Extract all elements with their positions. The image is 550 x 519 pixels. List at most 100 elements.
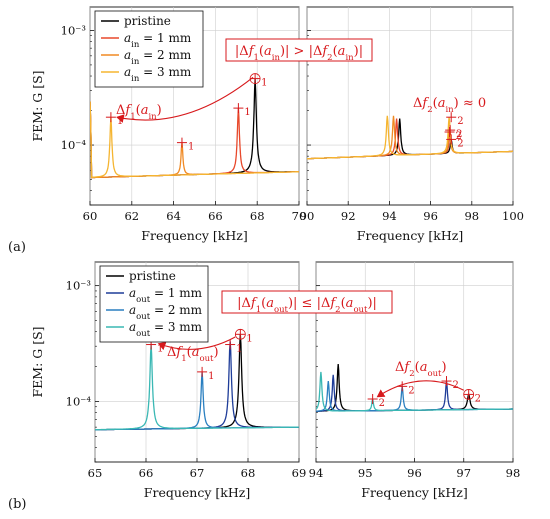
x-axis-label: Frequency [kHz] [357,228,463,243]
annotation-delta-f2: Δf2(ain) ≈ 0 [413,96,486,115]
x-tick-label: 92 [341,209,356,223]
x-tick-label: 94 [309,466,324,480]
legend-label: pristine [124,14,171,28]
marker-label: 2 [453,380,459,391]
peak-marker: 2 [367,393,385,409]
legend-box [94,10,204,88]
shift-arrow [157,336,236,351]
marker-label: 2 [457,138,463,149]
y-axis-label: FEM: G [S] [30,70,45,141]
annotation-inequality: |Δf1(aout)| ≤ |Δf2(aout)| [221,290,393,315]
curves [316,364,513,412]
marker-label: 1 [244,107,250,118]
x-tick-label: 64 [166,209,181,223]
peak-marker: 2 [446,134,464,149]
x-tick-label: 66 [139,466,154,480]
annotation-delta-f1: Δf1(aout) [167,345,219,364]
series-line [316,371,513,412]
legend-label: ain = 2 mm [124,48,192,67]
x-tick-label: 97 [456,466,471,480]
legend-label: aout = 3 mm [129,320,203,339]
marker-label: 1 [236,344,242,355]
annotation-box [225,38,373,62]
y-tick-label: 10⁻⁴ [61,138,87,152]
shift-arrow [376,380,464,398]
marker-label: 1 [246,333,252,344]
legend-box [99,265,209,343]
x-tick-label: 90 [300,209,315,223]
series-line [95,344,299,431]
peak-marker: 2 [463,389,481,404]
annotation-delta-f1: Δf1(ain) [116,103,162,122]
annotation-inequality: |Δf1(ain)| > |Δf2(ain)| [225,38,373,63]
marker-label: 2 [456,129,462,140]
legend-label: ain = 3 mm [124,65,192,84]
x-tick-label: 98 [506,466,521,480]
marker-circle [234,328,246,340]
peak-marker: 2 [446,112,464,127]
panel-a: (a) FEM: G [S] 60 62 64 66 68 70 10⁻⁴ 10⁻³ Frequen… [8,6,524,255]
series-line [90,101,299,178]
annotation-text: |Δf1(ain)| > |Δf2(ain)| [235,44,363,63]
peak-marker: 2 [444,126,462,142]
legend-label: aout = 1 mm [129,286,203,305]
legend-label: aout = 2 mm [129,303,203,322]
legend-label: pristine [129,269,176,283]
peak-marker: 1 [197,366,214,382]
series-line [90,78,299,179]
marker-label: 1 [188,142,194,153]
x-tick-label: 96 [407,466,422,480]
x-tick-label: 68 [250,209,265,223]
y-axis-label: FEM: G [S] [30,326,45,397]
peak-marker: 2 [441,376,459,391]
marker-label: 2 [457,116,463,127]
legend-label: ain = 1 mm [124,31,192,50]
x-tick-label: 94 [382,209,397,223]
peak-marker: 1 [225,339,243,355]
y-tick-label: 10⁻³ [61,23,87,37]
x-axis-label: Frequency [kHz] [144,485,250,500]
peak-marker: 1 [234,328,253,344]
x-tick-label: 65 [88,466,103,480]
annotation-delta-f2: Δf2(aout) [395,360,447,379]
peak-marker: 1 [249,73,267,89]
marker-circle [249,73,261,84]
x-tick-label: 98 [464,209,479,223]
peak-marker: 1 [176,137,194,153]
marker-label: 2 [456,131,462,142]
subplot-2: 94 95 96 97 98 Frequency [kHz] 2 2 2 2 [309,261,521,500]
marker-label: 2 [408,385,414,396]
curves [95,334,299,431]
y-tick-label: 10⁻⁴ [66,394,92,408]
x-tick-label: 70 [292,209,307,223]
marker-label: 2 [379,398,385,409]
panel-label: (a) [8,240,26,255]
x-tick-label: 95 [358,466,373,480]
x-tick-label: 69 [292,466,307,480]
marker-circle [463,389,475,400]
panel-label: (b) [8,497,26,512]
annotation-text: |Δf1(aout)| ≤ |Δf2(aout)| [237,296,377,315]
x-axis-label: Frequency [kHz] [141,228,247,243]
marker-label: 1 [261,78,267,89]
y-tick-label: 10⁻³ [66,279,92,293]
peak-marker: 1 [233,103,251,118]
peak-marker: 2 [445,125,463,140]
x-axis-label: Frequency [kHz] [361,485,467,500]
x-tick-label: 100 [502,209,524,223]
curves [90,78,299,179]
x-tick-label: 67 [190,466,205,480]
x-tick-label: 96 [423,209,438,223]
marker-label: 2 [475,393,481,404]
x-tick-label: 60 [83,209,98,223]
annotation-box [221,290,393,314]
x-tick-label: 62 [124,209,139,223]
x-tick-label: 66 [208,209,223,223]
curves [307,115,513,160]
series-line [307,115,513,160]
